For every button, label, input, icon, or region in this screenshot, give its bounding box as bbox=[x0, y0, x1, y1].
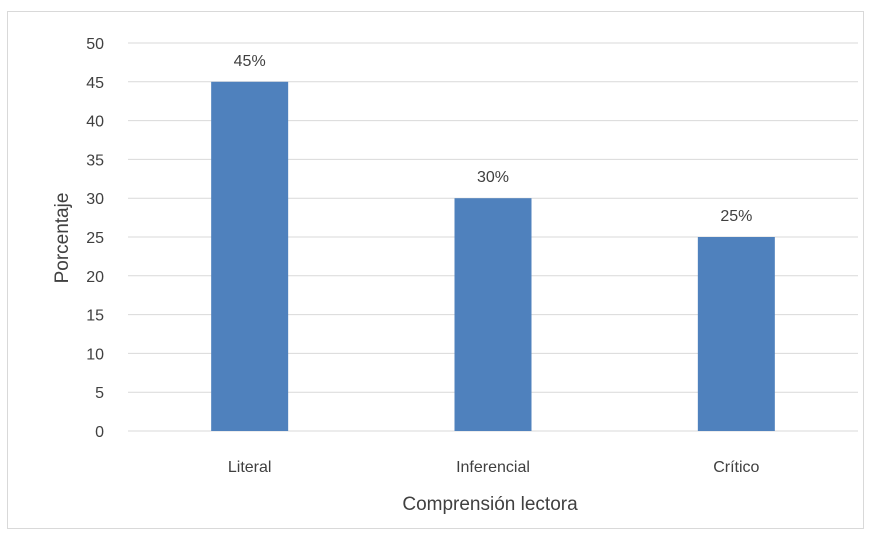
data-labels: 45% 30% 25% bbox=[234, 53, 753, 225]
y-axis-ticks: 0 5 10 15 20 25 30 35 40 45 50 bbox=[86, 36, 104, 441]
data-label: 25% bbox=[720, 208, 752, 225]
bar bbox=[211, 81, 289, 432]
y-tick-label: 5 bbox=[95, 385, 104, 402]
y-tick-label: 20 bbox=[86, 269, 104, 286]
y-tick-label: 15 bbox=[86, 308, 104, 325]
bar bbox=[454, 198, 532, 431]
y-tick-label: 50 bbox=[86, 36, 104, 53]
y-tick-label: 45 bbox=[86, 75, 104, 92]
y-axis-title: Porcentaje bbox=[52, 193, 73, 284]
bar bbox=[697, 237, 775, 431]
y-tick-label: 40 bbox=[86, 114, 104, 131]
bars bbox=[211, 81, 775, 432]
y-tick-label: 25 bbox=[86, 230, 104, 247]
data-label: 45% bbox=[234, 53, 266, 70]
y-tick-label: 0 bbox=[95, 424, 104, 441]
x-category-label: Inferencial bbox=[456, 459, 530, 476]
x-axis-categories: Literal Inferencial Crítico bbox=[228, 459, 760, 476]
x-axis-title: Comprensión lectora bbox=[402, 494, 578, 515]
y-tick-label: 30 bbox=[86, 191, 104, 208]
data-label: 30% bbox=[477, 169, 509, 186]
y-tick-label: 10 bbox=[86, 346, 104, 363]
y-tick-label: 35 bbox=[86, 152, 104, 169]
x-category-label: Literal bbox=[228, 459, 272, 476]
x-category-label: Crítico bbox=[713, 459, 759, 476]
